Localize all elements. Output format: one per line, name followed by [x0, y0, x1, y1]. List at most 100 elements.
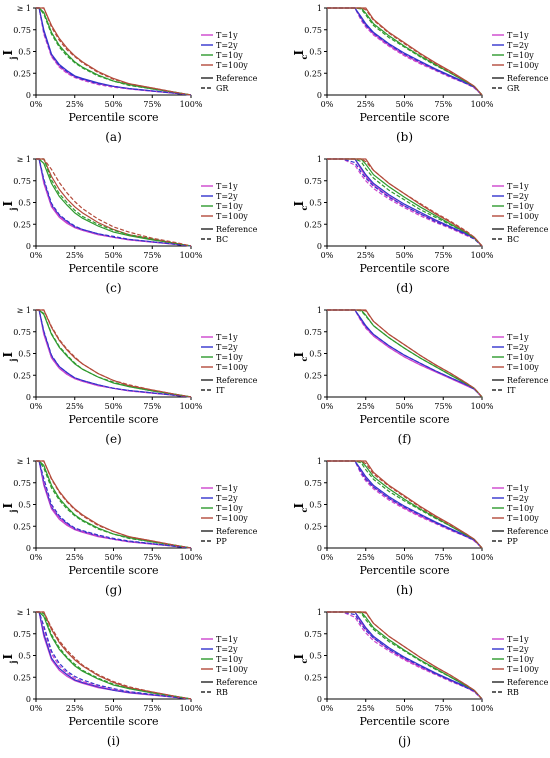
y-tick-label: 0.75 — [304, 26, 322, 35]
y-tick-label: ≥ 1 — [17, 155, 31, 164]
series-line-t100y-reference — [36, 7, 192, 96]
legend-reference-label: Reference — [507, 678, 549, 687]
x-tick-label: 0% — [321, 553, 334, 562]
y-axis-label-subscript: c — [299, 357, 309, 362]
legend-label: T=10y — [216, 504, 243, 513]
y-tick-label: 0.5 — [309, 48, 322, 57]
y-tick-label: 0.5 — [309, 501, 322, 510]
series-line-t100y-reference — [36, 158, 192, 247]
legend-label: T=100y — [507, 514, 539, 523]
series-line-t1y-reference — [327, 460, 483, 549]
y-tick-label: 0 — [26, 544, 31, 553]
series-line-t2y-reference — [36, 158, 192, 247]
y-tick-label: 0.75 — [304, 328, 322, 337]
x-tick-label: 100% — [471, 553, 494, 562]
series-line-t1y-method — [36, 158, 192, 247]
series-line-t2y-method — [36, 7, 192, 96]
legend-method-label: IT — [216, 386, 225, 395]
series-line-t100y-method — [327, 611, 483, 700]
series-line-t100y-reference — [327, 7, 483, 96]
x-axis-label: Percentile score — [359, 262, 449, 275]
y-tick-label: 0 — [26, 695, 31, 704]
y-axis-label: I — [1, 201, 15, 207]
panel-label: (d) — [396, 281, 413, 295]
x-tick-label: 75% — [143, 251, 161, 260]
x-tick-label: 50% — [396, 553, 414, 562]
legend-label: T=100y — [507, 665, 539, 674]
y-axis-label: I — [292, 503, 306, 509]
series-line-t1y-method — [327, 460, 483, 549]
y-axis-label-subscript: j — [8, 359, 18, 363]
y-axis-label-subscript: j — [8, 510, 18, 514]
series-line-t100y-reference — [327, 158, 483, 247]
series-line-t100y-method — [36, 309, 192, 398]
panel-label: (b) — [396, 130, 413, 144]
y-tick-label: 0.25 — [304, 220, 322, 229]
series-line-t1y-method — [36, 460, 192, 549]
legend-label: T=1y — [507, 333, 529, 342]
series-line-t10y-method — [327, 611, 483, 700]
x-tick-label: 100% — [471, 704, 494, 713]
series-line-t10y-method — [327, 158, 483, 247]
panel-label: (a) — [105, 130, 122, 144]
y-tick-label: 0.5 — [18, 501, 31, 510]
y-axis-label-subscript: c — [299, 508, 309, 513]
legend-reference-label: Reference — [216, 527, 258, 536]
series-line-t1y-reference — [327, 158, 483, 247]
series-line-t10y-reference — [36, 460, 192, 549]
legend-label: T=10y — [216, 51, 243, 60]
y-tick-label: 0.25 — [13, 220, 31, 229]
legend-reference-label: Reference — [507, 225, 549, 234]
legend-label: T=2y — [216, 41, 238, 50]
y-tick-label: 0.5 — [18, 48, 31, 57]
chart-panel-c: 0 0.25 0.5 0.75 ≥ 1 0% 25% 50% 75% 100% Percentile… — [1, 155, 258, 295]
x-tick-label: 75% — [434, 251, 452, 260]
x-tick-label: 0% — [30, 402, 43, 411]
legend-label: T=10y — [507, 202, 534, 211]
legend-label: T=2y — [507, 494, 529, 503]
y-tick-label: 0.25 — [13, 371, 31, 380]
y-axis-label: I — [292, 352, 306, 358]
series-line-t10y-method — [327, 460, 483, 549]
legend-label: T=1y — [216, 31, 238, 40]
x-tick-label: 75% — [143, 704, 161, 713]
y-tick-label: 0 — [317, 393, 322, 402]
x-tick-label: 50% — [396, 251, 414, 260]
y-axis-label: I — [292, 201, 306, 207]
chart-panel-d: 0 0.25 0.5 0.75 1 0% 25% 50% 75% 100% Percentile s… — [292, 155, 549, 295]
x-tick-label: 75% — [143, 100, 161, 109]
y-tick-label: 0 — [26, 91, 31, 100]
x-tick-label: 25% — [357, 704, 375, 713]
x-axis-label: Percentile score — [359, 413, 449, 426]
x-tick-label: 75% — [434, 402, 452, 411]
series-line-t100y-method — [327, 309, 483, 398]
series-line-t1y-reference — [36, 7, 192, 96]
series-line-t1y-reference — [36, 611, 192, 700]
x-tick-label: 25% — [66, 704, 84, 713]
legend-label: T=10y — [216, 202, 243, 211]
chart-panel-a: 0 0.25 0.5 0.75 ≥ 1 0% 25% 50% 75% 100% Percentile… — [1, 4, 258, 144]
series-line-t1y-reference — [36, 460, 192, 549]
legend-label: T=2y — [507, 41, 529, 50]
legend-reference-label: Reference — [507, 376, 549, 385]
series-line-t10y-method — [36, 309, 192, 398]
series-line-t100y-method — [36, 158, 192, 247]
series-line-t10y-method — [36, 7, 192, 96]
y-tick-label: 1 — [317, 306, 322, 315]
x-tick-label: 50% — [396, 704, 414, 713]
y-axis-label-subscript: c — [299, 55, 309, 60]
legend-method-label: RB — [507, 688, 519, 697]
y-tick-label: ≥ 1 — [17, 306, 31, 315]
x-tick-label: 0% — [321, 704, 334, 713]
chart-panel-e: 0 0.25 0.5 0.75 ≥ 1 0% 25% 50% 75% 100% Percentile… — [1, 306, 258, 446]
series-line-t10y-method — [36, 611, 192, 700]
legend-label: T=1y — [216, 635, 238, 644]
y-tick-label: 0.25 — [13, 673, 31, 682]
series-line-t2y-reference — [327, 158, 483, 247]
series-line-t10y-reference — [327, 309, 483, 398]
